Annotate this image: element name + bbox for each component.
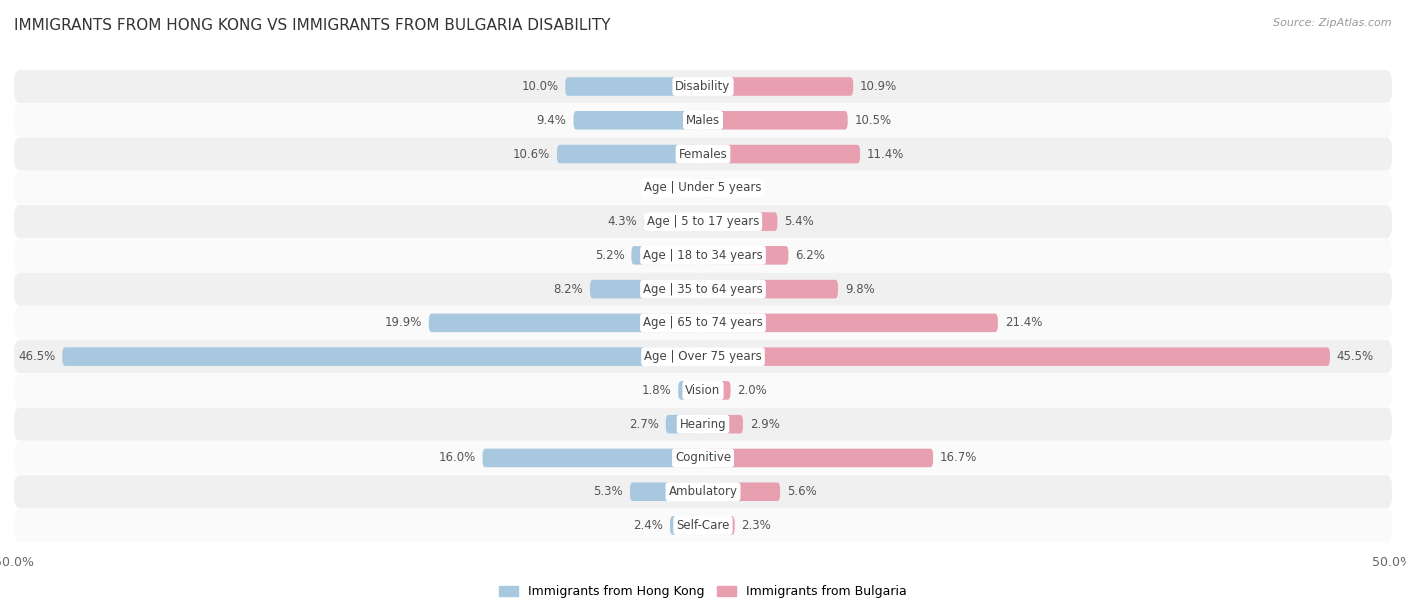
FancyBboxPatch shape: [14, 138, 1392, 171]
FancyBboxPatch shape: [703, 381, 731, 400]
Text: Ambulatory: Ambulatory: [668, 485, 738, 498]
Text: 2.7%: 2.7%: [628, 417, 659, 431]
FancyBboxPatch shape: [703, 179, 718, 197]
FancyBboxPatch shape: [703, 145, 860, 163]
Text: Males: Males: [686, 114, 720, 127]
FancyBboxPatch shape: [703, 246, 789, 264]
FancyBboxPatch shape: [14, 441, 1392, 474]
Text: Hearing: Hearing: [679, 417, 727, 431]
FancyBboxPatch shape: [591, 280, 703, 299]
Text: Age | 35 to 64 years: Age | 35 to 64 years: [643, 283, 763, 296]
FancyBboxPatch shape: [703, 280, 838, 299]
FancyBboxPatch shape: [14, 340, 1392, 373]
Text: 10.9%: 10.9%: [860, 80, 897, 93]
FancyBboxPatch shape: [703, 77, 853, 96]
Text: Age | Over 75 years: Age | Over 75 years: [644, 350, 762, 363]
Text: Age | Under 5 years: Age | Under 5 years: [644, 181, 762, 195]
FancyBboxPatch shape: [631, 246, 703, 264]
Text: Self-Care: Self-Care: [676, 519, 730, 532]
FancyBboxPatch shape: [666, 415, 703, 433]
FancyBboxPatch shape: [14, 70, 1392, 103]
FancyBboxPatch shape: [565, 77, 703, 96]
Text: Age | 18 to 34 years: Age | 18 to 34 years: [643, 249, 763, 262]
FancyBboxPatch shape: [703, 449, 934, 467]
FancyBboxPatch shape: [14, 104, 1392, 137]
Text: 8.2%: 8.2%: [554, 283, 583, 296]
FancyBboxPatch shape: [14, 239, 1392, 272]
FancyBboxPatch shape: [574, 111, 703, 130]
Text: 16.0%: 16.0%: [439, 452, 475, 465]
Text: 6.2%: 6.2%: [796, 249, 825, 262]
Text: 9.8%: 9.8%: [845, 283, 875, 296]
Text: 1.1%: 1.1%: [725, 181, 755, 195]
FancyBboxPatch shape: [678, 381, 703, 400]
FancyBboxPatch shape: [644, 212, 703, 231]
FancyBboxPatch shape: [482, 449, 703, 467]
Text: 2.3%: 2.3%: [741, 519, 772, 532]
FancyBboxPatch shape: [690, 179, 703, 197]
Text: Vision: Vision: [685, 384, 721, 397]
Legend: Immigrants from Hong Kong, Immigrants from Bulgaria: Immigrants from Hong Kong, Immigrants fr…: [495, 580, 911, 603]
Text: Source: ZipAtlas.com: Source: ZipAtlas.com: [1274, 18, 1392, 28]
FancyBboxPatch shape: [630, 482, 703, 501]
FancyBboxPatch shape: [703, 111, 848, 130]
Text: 4.3%: 4.3%: [607, 215, 637, 228]
Text: 46.5%: 46.5%: [18, 350, 55, 363]
Text: Disability: Disability: [675, 80, 731, 93]
Text: Females: Females: [679, 147, 727, 160]
Text: 19.9%: 19.9%: [384, 316, 422, 329]
Text: 2.4%: 2.4%: [633, 519, 664, 532]
FancyBboxPatch shape: [429, 313, 703, 332]
Text: Age | 65 to 74 years: Age | 65 to 74 years: [643, 316, 763, 329]
FancyBboxPatch shape: [703, 516, 735, 535]
FancyBboxPatch shape: [14, 171, 1392, 204]
Text: 5.2%: 5.2%: [595, 249, 624, 262]
FancyBboxPatch shape: [669, 516, 703, 535]
FancyBboxPatch shape: [703, 482, 780, 501]
Text: 21.4%: 21.4%: [1005, 316, 1042, 329]
Text: 10.0%: 10.0%: [522, 80, 558, 93]
Text: 2.0%: 2.0%: [738, 384, 768, 397]
Text: 5.3%: 5.3%: [593, 485, 623, 498]
Text: 0.95%: 0.95%: [645, 181, 683, 195]
Text: Cognitive: Cognitive: [675, 452, 731, 465]
Text: 9.4%: 9.4%: [537, 114, 567, 127]
FancyBboxPatch shape: [703, 415, 742, 433]
Text: 1.8%: 1.8%: [641, 384, 671, 397]
Text: Age | 5 to 17 years: Age | 5 to 17 years: [647, 215, 759, 228]
FancyBboxPatch shape: [62, 348, 703, 366]
Text: 11.4%: 11.4%: [868, 147, 904, 160]
Text: 45.5%: 45.5%: [1337, 350, 1374, 363]
Text: 5.6%: 5.6%: [787, 485, 817, 498]
FancyBboxPatch shape: [14, 374, 1392, 407]
FancyBboxPatch shape: [557, 145, 703, 163]
FancyBboxPatch shape: [14, 272, 1392, 305]
Text: 16.7%: 16.7%: [941, 452, 977, 465]
FancyBboxPatch shape: [14, 475, 1392, 508]
FancyBboxPatch shape: [14, 509, 1392, 542]
FancyBboxPatch shape: [14, 205, 1392, 238]
FancyBboxPatch shape: [703, 212, 778, 231]
FancyBboxPatch shape: [14, 307, 1392, 340]
Text: 2.9%: 2.9%: [749, 417, 780, 431]
FancyBboxPatch shape: [14, 408, 1392, 441]
FancyBboxPatch shape: [703, 313, 998, 332]
Text: 5.4%: 5.4%: [785, 215, 814, 228]
Text: IMMIGRANTS FROM HONG KONG VS IMMIGRANTS FROM BULGARIA DISABILITY: IMMIGRANTS FROM HONG KONG VS IMMIGRANTS …: [14, 18, 610, 34]
Text: 10.5%: 10.5%: [855, 114, 891, 127]
FancyBboxPatch shape: [703, 348, 1330, 366]
Text: 10.6%: 10.6%: [513, 147, 550, 160]
